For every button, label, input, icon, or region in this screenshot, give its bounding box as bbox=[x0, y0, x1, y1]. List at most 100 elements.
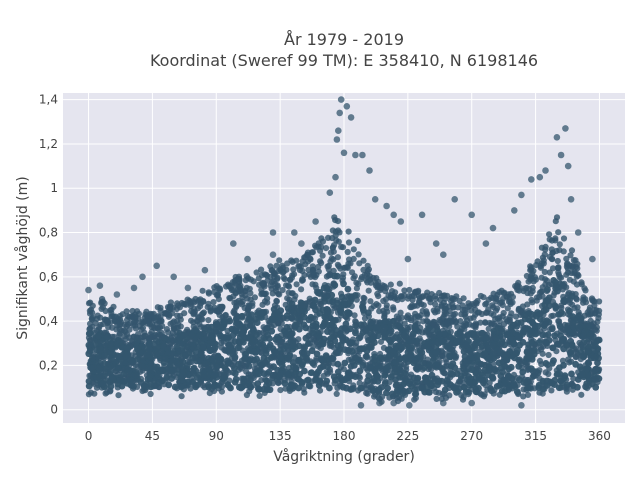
data-point bbox=[422, 374, 429, 381]
data-point bbox=[278, 361, 286, 369]
data-point bbox=[539, 385, 547, 393]
outlier-point bbox=[574, 229, 582, 236]
data-point bbox=[291, 324, 299, 331]
data-point bbox=[113, 326, 120, 333]
data-point bbox=[204, 381, 212, 389]
outlier-point bbox=[332, 173, 339, 181]
data-point bbox=[474, 309, 481, 316]
data-point bbox=[232, 327, 240, 335]
data-point bbox=[208, 355, 216, 363]
data-point bbox=[145, 318, 152, 325]
data-point bbox=[381, 371, 389, 379]
data-point bbox=[347, 260, 354, 267]
data-point bbox=[201, 360, 209, 368]
data-point bbox=[489, 375, 497, 382]
data-point bbox=[122, 336, 129, 343]
data-point bbox=[263, 324, 271, 332]
data-point bbox=[551, 381, 558, 388]
data-point bbox=[399, 389, 407, 397]
data-point bbox=[123, 365, 131, 373]
outlier-point bbox=[564, 162, 572, 170]
data-point bbox=[147, 331, 154, 338]
data-point bbox=[454, 304, 461, 311]
data-point bbox=[574, 383, 581, 391]
data-point bbox=[160, 359, 168, 366]
data-point bbox=[157, 304, 164, 311]
data-point bbox=[371, 353, 379, 361]
outlier-point bbox=[333, 136, 341, 143]
data-point bbox=[134, 337, 141, 344]
data-point bbox=[341, 359, 349, 367]
data-point bbox=[205, 366, 213, 373]
data-point bbox=[441, 386, 449, 394]
outlier-point bbox=[291, 229, 298, 236]
data-point bbox=[374, 372, 381, 380]
data-point bbox=[181, 310, 188, 317]
data-point bbox=[541, 268, 548, 276]
data-point bbox=[539, 331, 547, 339]
data-point bbox=[238, 313, 246, 320]
data-point bbox=[109, 375, 117, 383]
data-point bbox=[245, 302, 252, 309]
data-point bbox=[239, 331, 246, 339]
data-point bbox=[333, 390, 340, 397]
data-point bbox=[324, 306, 331, 314]
data-point bbox=[217, 303, 224, 310]
data-point bbox=[473, 388, 480, 396]
data-point bbox=[347, 339, 355, 347]
data-point bbox=[250, 348, 258, 356]
data-point bbox=[568, 292, 576, 300]
data-point bbox=[509, 321, 517, 329]
data-point bbox=[304, 376, 312, 384]
data-point bbox=[440, 337, 447, 345]
data-point bbox=[489, 342, 497, 349]
data-point bbox=[440, 292, 447, 300]
outlier-point bbox=[589, 255, 596, 263]
data-point bbox=[449, 295, 456, 302]
data-point bbox=[197, 351, 205, 358]
data-point bbox=[442, 302, 449, 309]
data-point bbox=[310, 336, 317, 343]
data-point bbox=[568, 370, 575, 378]
data-point bbox=[552, 218, 559, 225]
data-point bbox=[178, 393, 185, 400]
data-point bbox=[195, 313, 202, 320]
data-point bbox=[436, 317, 443, 324]
data-point bbox=[340, 280, 347, 288]
data-point bbox=[356, 380, 363, 387]
data-point bbox=[556, 370, 564, 378]
outlier-point bbox=[336, 109, 344, 117]
data-point bbox=[268, 354, 275, 361]
outlier-point bbox=[357, 402, 365, 409]
data-point bbox=[309, 359, 317, 367]
data-point bbox=[566, 276, 574, 283]
data-point bbox=[563, 388, 571, 395]
data-point bbox=[178, 339, 186, 347]
data-point bbox=[210, 299, 217, 306]
outlier-point bbox=[557, 151, 565, 159]
data-point bbox=[374, 362, 381, 370]
data-point bbox=[188, 331, 196, 339]
data-point bbox=[575, 324, 583, 331]
data-point bbox=[525, 341, 532, 349]
data-point bbox=[536, 315, 544, 323]
data-point bbox=[449, 301, 456, 308]
data-point bbox=[520, 288, 527, 295]
data-point bbox=[595, 375, 603, 382]
data-point bbox=[89, 323, 96, 330]
data-point bbox=[252, 331, 260, 339]
data-point bbox=[286, 352, 293, 360]
data-point bbox=[477, 360, 485, 368]
data-point bbox=[524, 376, 532, 384]
data-point bbox=[469, 381, 477, 389]
data-point bbox=[519, 328, 527, 335]
data-point bbox=[355, 251, 362, 258]
outlier-point bbox=[201, 266, 209, 274]
data-point bbox=[276, 257, 283, 264]
outlier-point bbox=[397, 218, 405, 225]
data-point bbox=[531, 274, 539, 281]
data-point bbox=[538, 288, 545, 295]
data-point bbox=[556, 364, 563, 372]
